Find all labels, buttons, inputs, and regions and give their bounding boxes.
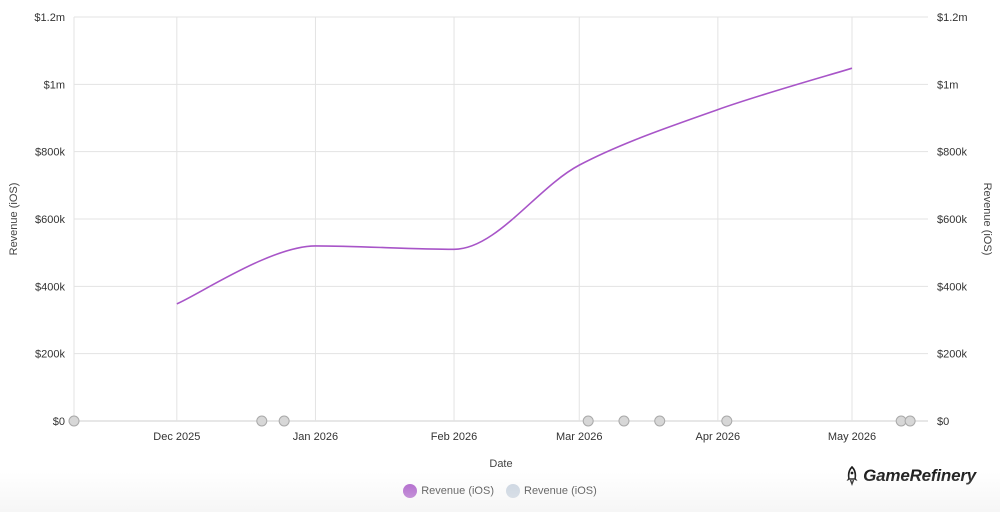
y-tick-label-left: $1m <box>44 79 65 91</box>
legend-swatch-purple <box>403 484 418 498</box>
legend-item-revenue-ios-line[interactable]: Revenue (iOS) <box>403 484 494 498</box>
legend: Revenue (iOS) Revenue (iOS) <box>0 484 1000 498</box>
x-tick-label: Feb 2026 <box>431 431 477 443</box>
event-marker <box>654 415 666 427</box>
x-tick-label: Apr 2026 <box>696 431 741 443</box>
y-tick-label-left: $800k <box>35 147 65 159</box>
legend-swatch-gray <box>506 484 520 498</box>
rocket-icon <box>846 466 858 486</box>
event-marker <box>256 415 268 427</box>
event-marker <box>68 415 80 427</box>
y-tick-label-right: $1m <box>937 79 958 91</box>
y-tick-label-right: $800k <box>937 147 967 159</box>
revenue-chart: $0 $0 $200k $200k $400k $400k $600k $600k $800k $… <box>8 12 993 470</box>
x-tick-label: Dec 2025 <box>153 431 200 443</box>
legend-label: Revenue (iOS) <box>524 485 597 497</box>
event-marker <box>721 415 733 427</box>
x-tick-label: Jan 2026 <box>293 431 338 443</box>
brand-logo: GameRefinery <box>845 466 976 486</box>
y-tick-label-left: $600k <box>35 214 65 226</box>
y-tick-label-right: $1.2m <box>937 12 968 24</box>
x-tick-label: Mar 2026 <box>556 431 602 443</box>
x-axis-title: Date <box>489 458 512 470</box>
y-axis-title-left: Revenue (iOS) <box>8 183 20 256</box>
brand-name: GameRefinery <box>863 466 976 485</box>
y-tick-label-right: $0 <box>937 416 949 428</box>
series-line-revenue-ios <box>176 67 853 305</box>
event-marker <box>904 415 916 427</box>
y-tick-label-left: $400k <box>35 281 65 293</box>
event-marker <box>618 415 630 427</box>
y-tick-label-right: $600k <box>937 214 967 226</box>
y-axis-title-right: Revenue (iOS) <box>981 183 993 256</box>
legend-item-revenue-ios-markers[interactable]: Revenue (iOS) <box>506 484 597 498</box>
y-tick-label-left: $0 <box>53 416 65 428</box>
y-tick-label-right: $400k <box>937 281 967 293</box>
y-tick-label-left: $200k <box>35 349 65 361</box>
y-tick-label-right: $200k <box>937 349 967 361</box>
event-marker <box>278 415 290 427</box>
y-tick-label-left: $1.2m <box>34 12 65 24</box>
event-marker <box>582 415 594 427</box>
legend-label: Revenue (iOS) <box>421 485 494 497</box>
x-tick-label: May 2026 <box>828 431 876 443</box>
